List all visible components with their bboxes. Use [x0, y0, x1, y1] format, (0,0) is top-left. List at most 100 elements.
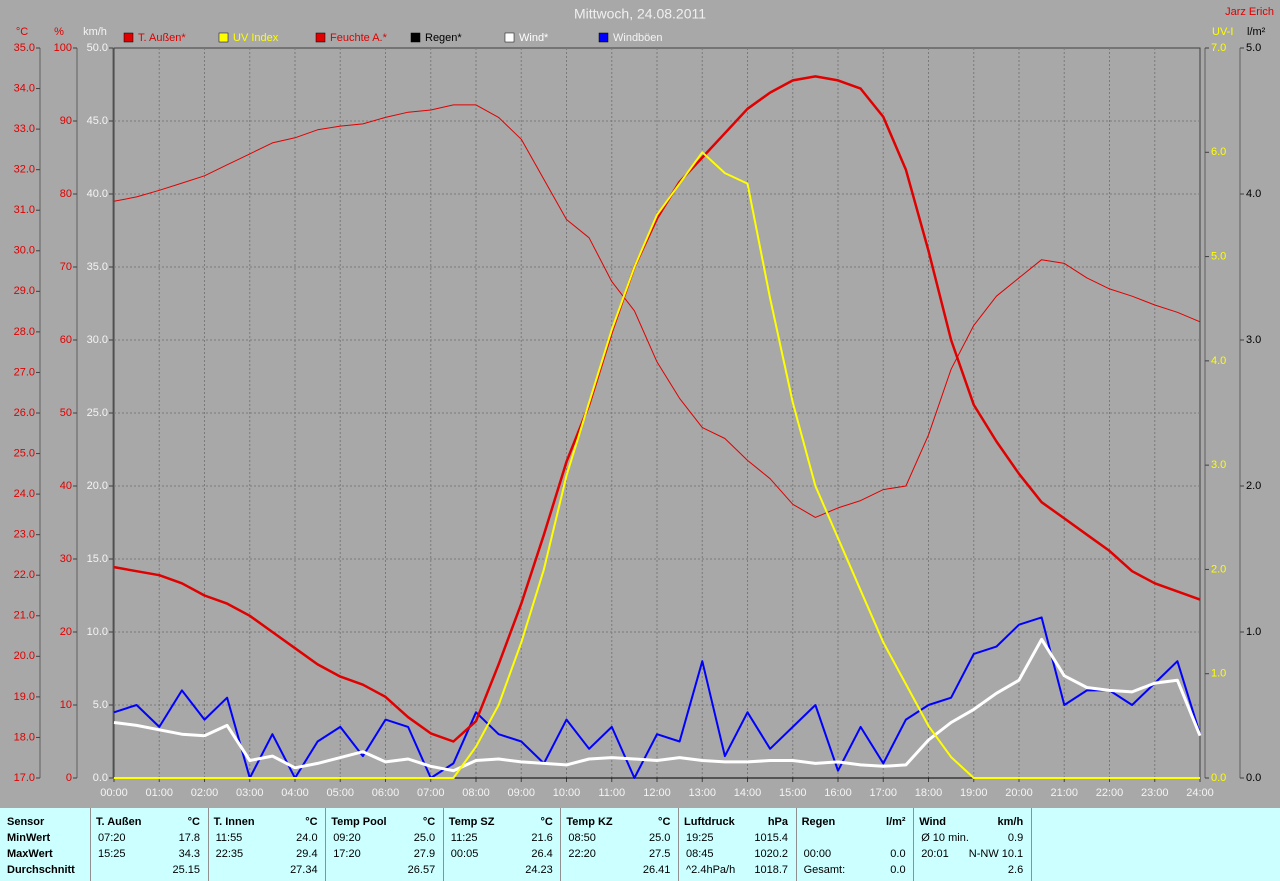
separator — [1030, 808, 1032, 881]
separator — [560, 808, 562, 881]
separator — [678, 808, 679, 881]
x-tick-label: 18:00 — [915, 787, 943, 799]
cell-value: 21.6 — [531, 832, 553, 844]
cell-label: 20:01 — [921, 848, 949, 860]
section-unit: °C — [658, 816, 671, 828]
separator — [325, 808, 327, 881]
y-tick-label: 1.0 — [1211, 668, 1226, 680]
series-line — [113, 637, 1202, 773]
cell-value: N-NW 10.1 — [968, 848, 1024, 860]
section-unit: km/h — [997, 816, 1024, 828]
y-tick-label: 5.0 — [1211, 250, 1226, 262]
y-tick-label: 21.0 — [14, 610, 35, 622]
cell-value: 26.4 — [531, 848, 553, 860]
cell-value: 0.0 — [890, 848, 906, 860]
legend-label: T. Außen* — [138, 32, 186, 44]
x-tick-label: 07:00 — [417, 787, 445, 799]
y-tick-label: 90 — [60, 115, 72, 127]
y-tick-label: 7.0 — [1211, 42, 1226, 54]
y-tick-label: 19.0 — [14, 691, 35, 703]
cell-value: 27.9 — [413, 848, 436, 860]
cell-label: 22:20 — [568, 848, 596, 860]
cell-label: 15:25 — [98, 848, 126, 860]
y-tick-label: 20.0 — [87, 480, 108, 492]
cell-label: 11:55 — [215, 832, 243, 844]
section-name: Temp SZ — [448, 816, 495, 828]
cell-label: 07:20 — [98, 832, 126, 844]
cell-value: 1015.4 — [754, 832, 788, 844]
cell-label: 19:25 — [686, 832, 714, 844]
y-tick-label: 20 — [60, 626, 72, 638]
y-tick-label: 35.0 — [87, 261, 108, 273]
legend-label: Feuchte A.* — [330, 32, 388, 44]
x-tick-label: 02:00 — [191, 787, 219, 799]
x-tick-label: 08:00 — [462, 787, 490, 799]
y-tick-label: 25.0 — [87, 407, 108, 419]
cell-value: 0.0 — [890, 864, 906, 876]
y-tick-label: 60 — [60, 334, 72, 346]
x-tick-label: 19:00 — [960, 787, 988, 799]
section-unit: °C — [540, 816, 553, 828]
x-tick-label: 11:00 — [598, 787, 625, 799]
x-tick-label: 00:00 — [100, 787, 128, 799]
x-tick-label: 23:00 — [1141, 787, 1169, 799]
y-tick-label: 30.0 — [14, 245, 35, 257]
y-tick-label: 34.0 — [14, 82, 35, 94]
x-tick-label: 20:00 — [1005, 787, 1033, 799]
cell-value: 17.8 — [178, 832, 200, 844]
y-tick-label: 0.0 — [93, 772, 108, 784]
legend-label: Wind* — [519, 32, 549, 44]
series-line — [113, 75, 1201, 743]
cell-label: 09:20 — [333, 832, 361, 844]
cell-label: Gesamt: — [803, 864, 846, 876]
legend-label: UV Index — [233, 32, 279, 44]
cell-value: 1020.2 — [754, 848, 788, 860]
cell-label: 17:20 — [333, 848, 361, 860]
separator — [90, 808, 91, 881]
row-label: MaxWert — [7, 848, 53, 860]
y-tick-label: 25.0 — [14, 447, 35, 459]
y-tick-label: 17.0 — [14, 772, 35, 784]
cell-label: 08:45 — [686, 848, 714, 860]
cell-value: 27.34 — [290, 864, 318, 876]
section-name: Wind — [919, 816, 946, 828]
x-tick-label: 03:00 — [236, 787, 264, 799]
x-tick-label: 09:00 — [507, 787, 535, 799]
axis-label: °C — [16, 26, 28, 38]
cell-value: 24.0 — [296, 832, 318, 844]
y-tick-label: 15.0 — [87, 553, 108, 565]
cell-value: 26.41 — [642, 864, 671, 876]
cell-value: 26.57 — [407, 864, 436, 876]
legend-label: Windböen — [613, 32, 663, 44]
separator — [913, 808, 915, 881]
cell-value: 29.4 — [296, 848, 318, 860]
y-tick-label: 24.0 — [14, 488, 35, 500]
x-tick-label: 12:00 — [643, 787, 671, 799]
grid — [114, 48, 1200, 778]
y-tick-label: 5.0 — [1246, 42, 1261, 54]
section-name: Luftdruck — [684, 816, 735, 828]
credit: Jarz Erich — [1225, 6, 1274, 18]
y-tick-label: 2.0 — [1211, 563, 1226, 575]
cell-label: 00:05 — [450, 848, 479, 860]
y-tick-label: 70 — [60, 261, 72, 273]
y-tick-label: 0.0 — [1211, 772, 1226, 784]
cell-label: ^2.4hPa/h — [686, 864, 736, 876]
cell-label: 11:25 — [450, 832, 478, 844]
x-tick-label: 14:00 — [734, 787, 762, 799]
y-tick-label: 45.0 — [87, 115, 108, 127]
x-tick-label: 01:00 — [145, 787, 173, 799]
x-tick-label: 16:00 — [824, 787, 852, 799]
cell-value: 25.15 — [172, 864, 200, 876]
y-tick-label: 4.0 — [1246, 188, 1261, 200]
section-unit: l/m² — [886, 816, 906, 828]
y-tick-label: 50.0 — [87, 42, 108, 54]
separator — [207, 808, 209, 881]
section-name: T. Außen — [96, 816, 142, 828]
cell-value: 25.0 — [413, 832, 436, 844]
y-tick-label: 31.0 — [14, 204, 35, 216]
chart: Mittwoch, 24.08.2011 Jarz Erich 00:00 01:… — [14, 6, 1274, 799]
cell-value: 25.0 — [648, 832, 671, 844]
axis-label: l/m² — [1247, 26, 1266, 38]
